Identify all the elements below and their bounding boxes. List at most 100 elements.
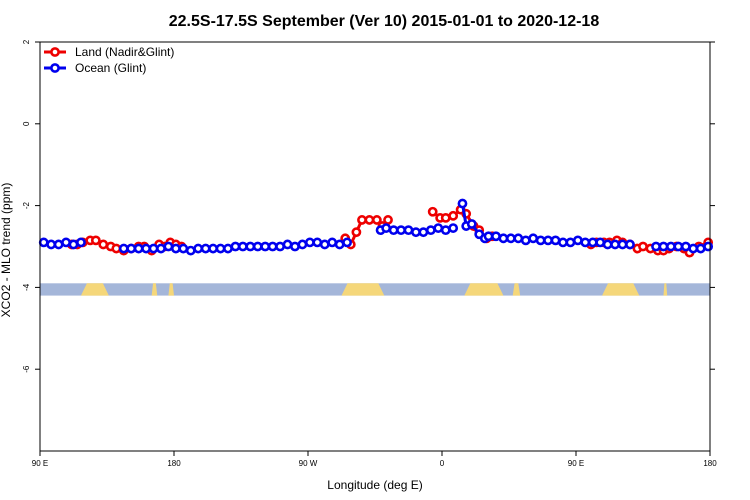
surface-band-land [168,283,174,296]
data-point-ocean [543,235,553,246]
legend-label-land: Land (Nadir&Glint) [75,45,174,59]
chart-title: 22.5S-17.5S September (Ver 10) 2015-01-0… [169,13,600,30]
data-point-ocean [267,241,278,252]
legend-marker-ocean [50,63,60,73]
legend-label-ocean: Ocean (Glint) [75,61,146,75]
plot-frame [39,41,711,452]
data-point-ocean [595,237,606,248]
data-point-ocean [163,241,174,252]
y-tick-label: -2 [22,201,31,209]
surface-band-land [602,283,640,296]
data-point-ocean [528,233,539,244]
data-point-ocean [466,219,477,229]
data-point-ocean [418,227,429,238]
data-point-ocean [185,245,196,256]
data-point-ocean [342,237,352,248]
data-point-ocean [290,241,300,252]
data-point-ocean [388,225,399,236]
data-point-land [351,227,362,238]
data-point-ocean [156,243,166,254]
data-point-ocean [695,243,706,254]
data-point-ocean [223,243,233,254]
data-point-ocean [440,225,451,236]
data-point-land [448,210,459,221]
data-point-ocean [193,243,204,254]
y-tick-label: -6 [22,365,31,373]
x-tick-label: 90 E [32,459,48,468]
data-point-ocean [535,235,546,246]
data-point-ocean [396,225,406,236]
data-point-ocean [46,239,57,250]
data-point-ocean [572,235,583,246]
data-point-ocean [126,243,137,254]
data-point-ocean [252,241,263,252]
data-point-land [364,215,375,225]
data-point-ocean [282,239,293,250]
x-tick-label: 0 [440,459,445,468]
data-point-ocean [433,223,444,233]
data-point-land [111,243,122,254]
data-point-ocean [230,241,241,252]
data-point-ocean [53,239,64,250]
data-point-land [383,215,393,225]
data-point-ocean [141,243,151,254]
data-point-ocean [425,225,436,236]
data-point-ocean [61,237,71,248]
y-axis-label: XCO2 - MLO trend (ppm) [0,183,13,318]
data-point-ocean [688,243,699,254]
data-point-ocean [505,233,516,244]
data-point-ocean [498,233,509,244]
data-point-ocean [550,235,561,246]
data-point-ocean [580,237,591,248]
data-point-ocean [260,241,271,252]
y-tick-label: 2 [22,39,31,44]
data-point-ocean [673,241,684,252]
data-point-ocean [334,239,345,250]
x-tick-label: 90 W [299,459,318,468]
data-point-land [440,212,451,223]
data-point-ocean [208,243,218,254]
data-point-ocean [565,237,576,248]
data-point-ocean [327,237,338,248]
surface-band-land [80,283,109,296]
data-point-ocean [558,237,568,248]
data-point-ocean [666,241,676,252]
data-point-land [427,206,438,217]
data-point-ocean [403,225,414,236]
data-point-ocean [602,239,613,250]
x-tick-label: 180 [703,459,717,468]
data-point-ocean [587,237,598,248]
data-point-ocean [617,239,628,250]
data-point-land [98,239,109,250]
surface-band-land [512,283,521,296]
data-point-ocean [312,237,323,248]
y-tick-label: -4 [22,283,31,291]
plot-area: 90 E 180 90 W 0 90 E 180 2 0 -2 -4 -6 [22,39,717,468]
legend-marker-land [50,47,60,57]
data-point-land [90,235,101,246]
data-point-ocean [133,243,144,254]
legend: Land (Nadir&Glint) Ocean (Glint) [44,45,174,75]
surface-band-land [151,283,158,296]
data-point-ocean [448,223,459,233]
data-point-ocean [483,231,494,242]
x-axis-label: Longitude (deg E) [327,478,422,492]
data-point-ocean [411,227,421,238]
data-point-ocean [245,241,256,252]
data-point-ocean [319,239,330,250]
data-point-ocean [457,198,468,209]
data-point-ocean [513,233,524,244]
data-point-land [638,241,648,252]
data-point-ocean [680,241,691,252]
surface-band-land [663,283,668,296]
data-point-ocean [703,241,714,252]
data-point-ocean [610,239,620,250]
data-point-ocean [275,241,285,252]
surface-band-land [341,283,385,296]
data-point-ocean [520,235,531,246]
data-point-ocean [38,237,49,248]
data-point-ocean [237,241,248,252]
data-point-land [357,215,367,225]
data-point-ocean [178,243,189,254]
